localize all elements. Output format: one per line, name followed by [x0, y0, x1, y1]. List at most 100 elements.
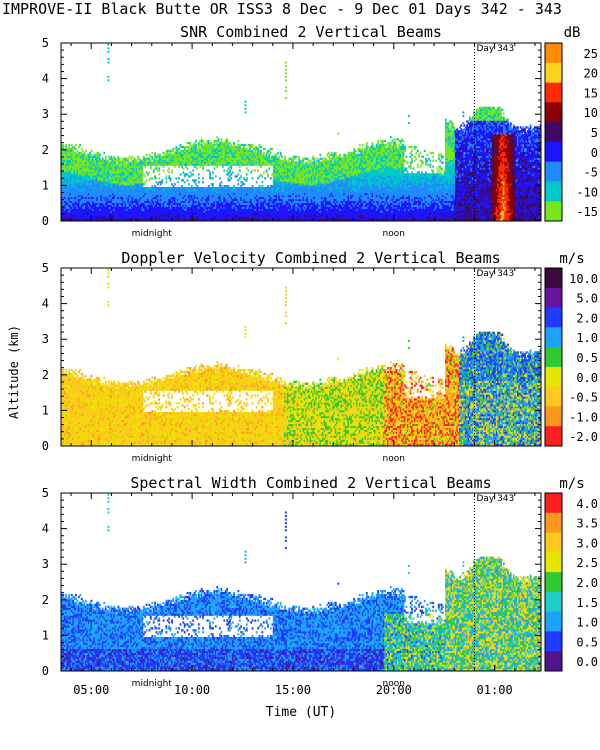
colorbar-label: 10: [584, 106, 598, 120]
colorbar-label: 2.5: [576, 556, 598, 570]
colorbar-label: 0.0: [576, 655, 598, 669]
colorbar-band: [545, 347, 562, 368]
x-tick-label: 05:00: [73, 683, 109, 697]
colorbar-unit-vel: m/s: [559, 251, 584, 267]
colorbar-label: 0.5: [576, 635, 598, 649]
y-tick-label: 0: [42, 214, 49, 228]
colorbar-band: [545, 552, 562, 573]
y-tick-label: 3: [42, 332, 49, 346]
y-tick-label: 5: [42, 36, 49, 50]
colorbar-unit-sw: m/s: [559, 476, 584, 492]
y-tick-label: 1: [42, 403, 49, 417]
y-tick-label: 2: [42, 143, 49, 157]
day-marker-label: Day 343: [476, 494, 514, 504]
plot-frame-vel: [60, 267, 542, 447]
y-tick-label: 4: [42, 72, 49, 86]
panel-title-vel: Doppler Velocity Combined 2 Vertical Bea…: [121, 249, 500, 267]
x-tick-label: 10:00: [174, 683, 210, 697]
colorbar-label: 3.5: [576, 517, 598, 531]
colorbar-label: 1.0: [576, 616, 598, 630]
colorbar-band: [545, 631, 562, 652]
colorbar-label: 5.0: [576, 292, 598, 306]
midnight-label: midnight: [132, 679, 173, 689]
colorbar-label: 0.0: [576, 371, 598, 385]
colorbar-label: 2.0: [576, 576, 598, 590]
colorbar-unit-snr: dB: [564, 25, 581, 41]
colorbar-band: [545, 62, 562, 83]
y-tick-label: 0: [42, 664, 49, 678]
panel-title-snr: SNR Combined 2 Vertical Beams: [180, 23, 442, 41]
colorbar-band: [545, 366, 562, 387]
day-marker-label: Day 343: [476, 269, 514, 279]
plot-frame-sw: [60, 492, 542, 672]
midnight-label: midnight: [132, 229, 173, 239]
colorbar-band: [545, 591, 562, 612]
day-marker-label: Day 343: [476, 44, 514, 54]
y-tick-label: 2: [42, 368, 49, 382]
heatmap-panel-snr: SNR Combined 2 Vertical Beams dB 0 1 2 3 4 5 mid…: [42, 23, 598, 239]
colorbar-band: [545, 493, 562, 514]
colorbar-label: -1.0: [569, 410, 598, 424]
y-tick-label: 2: [42, 593, 49, 607]
colorbar-label: 20: [584, 67, 598, 81]
colorbar-band: [545, 122, 562, 143]
y-tick-label: 4: [42, 522, 49, 536]
y-tick-label: 1: [42, 178, 49, 192]
noon-label: noon: [383, 454, 405, 464]
colorbar-label: 1.0: [576, 331, 598, 345]
x-axis-label: Time (UT): [266, 705, 336, 720]
y-tick-label: 5: [42, 261, 49, 275]
colorbar-band: [545, 386, 562, 407]
x-tick-label: 15:00: [275, 683, 311, 697]
y-tick-label: 4: [42, 297, 49, 311]
panel-title-sw: Spectral Width Combined 2 Vertical Beams: [130, 474, 491, 492]
heatmap-cells-snr: [61, 43, 542, 221]
colorbar-label: 4.0: [576, 497, 598, 511]
colorbar-label: 3.0: [576, 536, 598, 550]
colorbar-label: -0.5: [569, 391, 598, 405]
noon-label: noon: [383, 229, 405, 239]
colorbar-band: [545, 307, 562, 328]
heatmap-cells-sw: [61, 493, 542, 671]
colorbar-band: [545, 287, 562, 308]
colorbar-label: 0: [591, 146, 598, 160]
colorbar-band: [545, 181, 562, 202]
colorbar-band: [545, 102, 562, 123]
colorbar-label: 25: [584, 47, 598, 61]
y-tick-label: 3: [42, 107, 49, 121]
y-tick-label: 0: [42, 439, 49, 453]
colorbar-band: [545, 43, 562, 64]
y-tick-label: 5: [42, 486, 49, 500]
y-axis-label: Altitude (km): [7, 325, 21, 419]
heatmap-panel-sw: Spectral Width Combined 2 Vertical Beams…: [42, 474, 598, 689]
colorbar-band: [545, 141, 562, 162]
colorbar-band: [545, 611, 562, 632]
colorbar-label: -10: [576, 185, 598, 199]
page-header: IMPROVE-II Black Butte OR ISS3 8 Dec - 9…: [2, 0, 562, 18]
colorbar-label: -5: [584, 166, 598, 180]
x-tick-label: 01:00: [477, 683, 513, 697]
y-tick-label: 3: [42, 557, 49, 571]
colorbar-label: -15: [576, 205, 598, 219]
colorbar-label: 15: [584, 86, 598, 100]
colorbar-band: [545, 532, 562, 553]
colorbar-band: [545, 327, 562, 348]
midnight-label: midnight: [132, 454, 173, 464]
colorbar-band: [545, 426, 562, 447]
colorbar-band: [545, 82, 562, 103]
colorbar-band: [545, 512, 562, 533]
heatmap-cells-vel: [61, 268, 542, 446]
noon-label: noon: [383, 679, 405, 689]
colorbar-band: [545, 572, 562, 593]
colorbar-band: [545, 406, 562, 427]
colorbar-band: [545, 651, 562, 672]
colorbar-label: 2.0: [576, 311, 598, 325]
colorbar-label: 0.5: [576, 351, 598, 365]
colorbar-label: 10.0: [569, 272, 598, 286]
plot-frame-snr: [60, 42, 542, 222]
colorbar-band: [545, 268, 562, 289]
colorbar-label: 5: [591, 126, 598, 140]
y-tick-label: 1: [42, 628, 49, 642]
colorbar-band: [545, 201, 562, 222]
